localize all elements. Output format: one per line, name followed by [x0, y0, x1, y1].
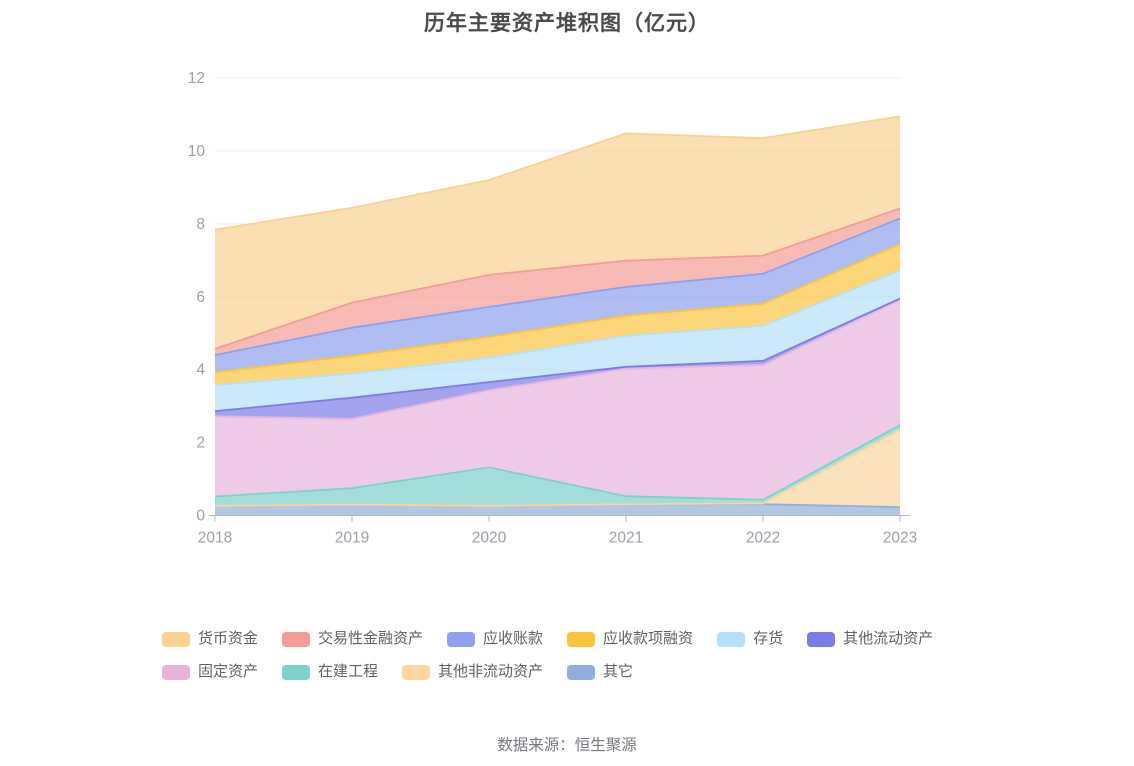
x-axis-label: 2023: [883, 530, 917, 547]
legend-label: 在建工程: [318, 663, 379, 680]
y-axis-label: 2: [196, 435, 205, 452]
area-存货: [215, 270, 900, 412]
area-其他非流动资产: [215, 429, 900, 508]
y-axis-label: 6: [196, 289, 205, 306]
area-应收账款: [215, 218, 900, 373]
line-其他流动资产: [214, 297, 901, 413]
legend-label: 应收款项融资: [603, 630, 694, 647]
data-source-caption: 数据来源：恒生聚源: [497, 737, 637, 754]
line-货币资金: [214, 115, 901, 231]
legend-swatch-icon: [447, 631, 476, 647]
legend-label: 固定资产: [198, 663, 259, 680]
legend-item[interactable]: 存货: [717, 628, 783, 650]
legend-label: 存货: [753, 630, 784, 647]
legend-label: 其他流动资产: [843, 630, 934, 647]
legend-swatch-icon: [162, 631, 190, 647]
legend-item[interactable]: 其它: [567, 661, 633, 683]
legend-swatch-icon: [162, 664, 190, 680]
legend-label: 交易性金融资产: [318, 630, 424, 647]
x-axis-label: 2020: [472, 530, 507, 547]
legend-label: 货币资金: [198, 630, 259, 647]
legend-item[interactable]: 在建工程: [282, 661, 378, 683]
area-应收款项融资: [215, 244, 900, 385]
area-在建工程: [215, 425, 900, 506]
line-在建工程: [214, 424, 901, 501]
legend-swatch-icon: [402, 664, 431, 680]
y-axis-label: 8: [196, 216, 205, 233]
line-交易性金融资产: [214, 207, 901, 350]
line-其他非流动资产: [214, 429, 901, 507]
y-axis-label: 12: [188, 70, 205, 87]
y-axis-label: 10: [188, 143, 206, 160]
line-固定资产: [214, 298, 901, 420]
x-axis-label: 2018: [198, 530, 232, 547]
legend-swatch-icon: [282, 631, 311, 647]
legend-item[interactable]: 其他流动资产: [807, 628, 933, 650]
x-axis-label: 2019: [335, 530, 369, 547]
legend-swatch-icon: [567, 631, 596, 647]
area-其他流动资产: [215, 298, 900, 419]
line-应收款项融资: [214, 243, 901, 374]
area-其它: [215, 504, 900, 516]
legend-item[interactable]: 其他非流动资产: [402, 661, 543, 683]
legend-swatch-icon: [567, 664, 596, 680]
line-应收账款: [214, 217, 901, 356]
legend-label: 应收账款: [483, 630, 544, 647]
area-固定资产: [215, 299, 900, 500]
legend-swatch-icon: [282, 664, 311, 680]
legend-item[interactable]: 交易性金融资产: [282, 628, 423, 650]
y-axis-label: 4: [196, 362, 205, 379]
legend-item[interactable]: 应收账款: [447, 628, 543, 650]
legend-swatch-icon: [717, 631, 746, 647]
legend-item[interactable]: 固定资产: [162, 661, 258, 683]
chart-title: 历年主要资产堆积图（亿元）: [424, 12, 710, 35]
legend-item[interactable]: 应收款项融资: [567, 628, 693, 650]
x-axis-label: 2021: [609, 530, 643, 547]
legend-item[interactable]: 货币资金: [162, 628, 258, 650]
line-存货: [214, 269, 901, 386]
stacked-area-chart: 2018 2019 2020 2021 2022 2023 0 2 4 6 8 10 12: [188, 70, 917, 547]
area-交易性金融资产: [215, 208, 900, 356]
x-axis-label: 2022: [746, 530, 780, 547]
y-axis-label: 0: [196, 508, 205, 525]
legend-label: 其它: [603, 663, 634, 680]
area-货币资金: [215, 116, 900, 349]
chart-legend: 货币资金 交易性金融资产 应收账款 应收款项融资 存货 其他流动资产固定资产 在建工程 其他非…: [162, 628, 972, 683]
legend-label: 其他非流动资产: [438, 663, 544, 680]
legend-swatch-icon: [807, 631, 836, 647]
